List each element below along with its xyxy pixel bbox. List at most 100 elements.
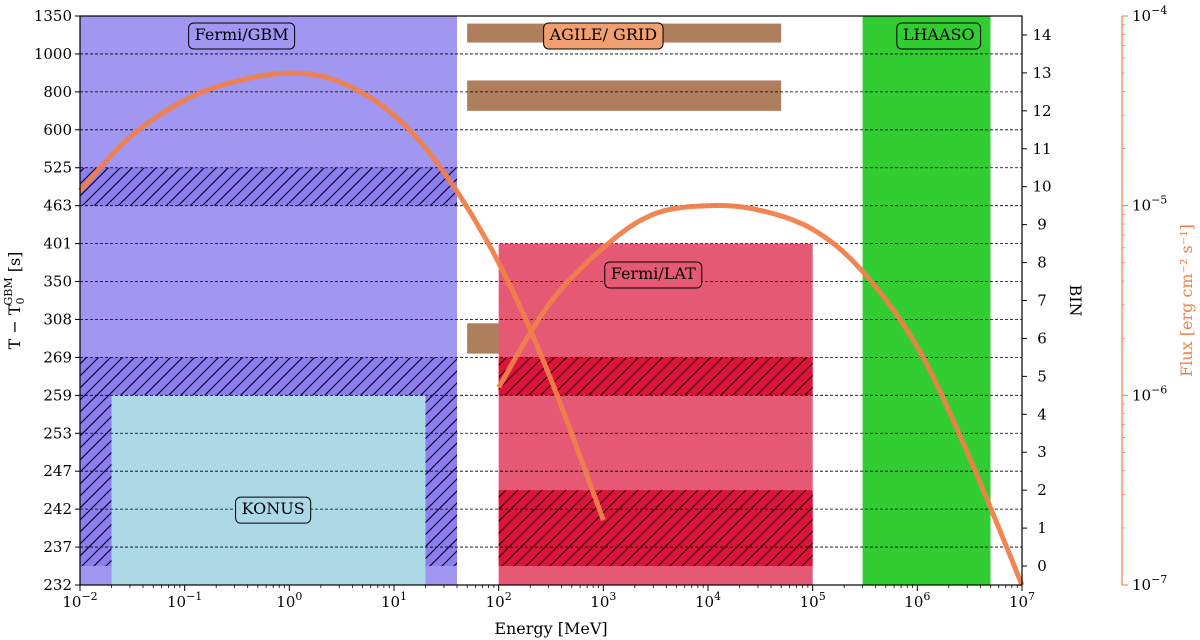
flux-tick-label-1: 10−6	[1132, 383, 1167, 404]
time-tick-label-7: 308	[43, 310, 72, 328]
time-tick-label-13: 800	[43, 83, 72, 101]
bin-tick-label-12: 12	[1032, 102, 1051, 120]
time-tick-label-5: 259	[43, 386, 72, 404]
x-tick-label-exponent: −2	[81, 590, 97, 603]
x-tick-label-mantissa: 10	[167, 593, 186, 611]
time-axis-title: T − T0GBM [s]	[2, 252, 27, 350]
x-tick-label-0: 10−2	[62, 590, 97, 611]
x-tick-label-exponent: 6	[923, 590, 930, 603]
time-tick-label-0: 232	[43, 576, 72, 594]
konus-band	[111, 395, 426, 585]
time-tick-label-2: 242	[43, 500, 72, 518]
time-axis-title-main: T − T	[5, 304, 24, 349]
bin-tick-label-5: 5	[1037, 367, 1047, 385]
instrument-coverage-layer	[80, 16, 991, 585]
flux-curve-1	[78, 70, 606, 521]
fermi-gbm-label-text: Fermi/GBM	[195, 25, 289, 44]
x-tick-label-9: 107	[1009, 590, 1035, 611]
flux-tick-label-mantissa: 10	[1132, 386, 1151, 404]
x-tick-label-1: 10−1	[167, 590, 202, 611]
fermi-lat-label: Fermi/LAT	[604, 261, 703, 289]
x-tick-label-mantissa: 10	[904, 593, 923, 611]
time-axis-title-sup: GBM	[2, 277, 15, 305]
time-tick-label-3: 247	[43, 462, 72, 480]
time-tick-label-8: 350	[43, 273, 72, 291]
bin-tick-label-14: 14	[1032, 26, 1051, 44]
konus-label-text: KONUS	[242, 499, 305, 518]
bin-axis-title: BIN	[1066, 284, 1085, 316]
flux-tick-label-mantissa: 10	[1132, 7, 1151, 25]
bin-tick-label-4: 4	[1037, 405, 1047, 423]
flux-tick-label-exponent: −7	[1151, 573, 1167, 586]
x-tick-label-mantissa: 10	[695, 593, 714, 611]
lhaaso-band	[862, 16, 991, 585]
lhaaso-label-text: LHAASO	[903, 25, 975, 44]
time-tick-label-1: 237	[43, 538, 72, 556]
flux-tick-label-mantissa: 10	[1132, 197, 1151, 215]
fermi-gbm-label: Fermi/GBM	[188, 22, 296, 50]
time-tick-label-6: 269	[43, 348, 72, 366]
flux-tick-label-mantissa: 10	[1132, 576, 1151, 594]
bin-tick-label-1: 1	[1037, 519, 1047, 537]
bin-tick-label-11: 11	[1032, 140, 1051, 158]
x-tick-label-mantissa: 10	[1009, 593, 1028, 611]
bin-tick-label-6: 6	[1037, 329, 1047, 347]
x-tick-label-5: 103	[590, 590, 616, 611]
x-axis-title: Energy [MeV]	[494, 619, 607, 638]
bin-tick-label-2: 2	[1037, 481, 1047, 499]
time-tick-label-9: 401	[43, 235, 72, 253]
agile-grid-bar-1	[467, 80, 782, 111]
x-tick-label-mantissa: 10	[486, 593, 505, 611]
flux-tick-label-2: 10−5	[1132, 194, 1167, 215]
bin-tick-label-9: 9	[1037, 216, 1047, 234]
fermi-gbm-label-box	[188, 22, 296, 50]
time-tick-label-15: 1350	[34, 7, 72, 25]
flux-curves	[78, 70, 1025, 586]
flux-tick-label-0: 10−7	[1132, 573, 1167, 594]
x-tick-label-2: 100	[276, 590, 302, 611]
x-tick-label-mantissa: 10	[276, 593, 295, 611]
x-tick-label-6: 104	[695, 590, 721, 611]
fermi-lat-label-text: Fermi/LAT	[611, 264, 696, 283]
x-tick-label-exponent: 7	[1028, 590, 1035, 603]
flux-tick-label-exponent: −6	[1151, 383, 1167, 396]
agile-grid-label: AGILE/ GRID	[543, 22, 664, 50]
bin-tick-label-0: 0	[1037, 557, 1047, 575]
flux-curve-2	[496, 202, 1025, 586]
flux-axis: 10−710−610−510−4	[1121, 4, 1167, 594]
x-tick-label-3: 101	[381, 590, 407, 611]
time-tick-label-10: 463	[43, 197, 72, 215]
x-tick-label-exponent: −1	[186, 590, 202, 603]
fermi-lat-hatch-0	[498, 490, 813, 567]
x-tick-label-mantissa: 10	[381, 593, 400, 611]
instrument-labels: Fermi/GBM KONUS AGILE/ GRID Fermi/LAT LHAASO	[188, 22, 982, 524]
time-axis-title-unit: [s]	[5, 252, 24, 278]
x-tick-label-mantissa: 10	[62, 593, 81, 611]
agile-grid-label-text: AGILE/ GRID	[549, 25, 657, 44]
bin-tick-label-7: 7	[1037, 292, 1047, 310]
time-tick-label-12: 600	[43, 121, 72, 139]
lhaaso-label-box	[896, 22, 982, 50]
time-tick-label-14: 1000	[34, 45, 72, 63]
x-tick-label-exponent: 2	[505, 590, 512, 603]
x-tick-label-exponent: 0	[295, 590, 302, 603]
x-tick-label-mantissa: 10	[800, 593, 819, 611]
time-axis-title-sub: 0	[14, 298, 27, 305]
bin-tick-label-13: 13	[1032, 64, 1051, 82]
bin-tick-label-8: 8	[1037, 254, 1047, 272]
flux-tick-label-exponent: −4	[1151, 4, 1167, 17]
time-tick-label-11: 525	[43, 159, 72, 177]
x-tick-label-4: 102	[486, 590, 512, 611]
x-tick-label-exponent: 1	[400, 590, 407, 603]
konus-label: KONUS	[235, 496, 312, 524]
flux-tick-label-3: 10−4	[1132, 4, 1167, 25]
bin-grid	[80, 53, 1022, 548]
agile-grid-label-box	[543, 22, 664, 50]
x-tick-label-mantissa: 10	[590, 593, 609, 611]
lhaaso-label: LHAASO	[896, 22, 982, 50]
x-tick-label-exponent: 5	[819, 590, 826, 603]
flux-tick-label-exponent: −5	[1151, 194, 1167, 207]
flux-axis-title: Flux [erg cm⁻² s⁻¹]	[1177, 224, 1196, 377]
fermi-lat-label-box	[604, 261, 703, 289]
